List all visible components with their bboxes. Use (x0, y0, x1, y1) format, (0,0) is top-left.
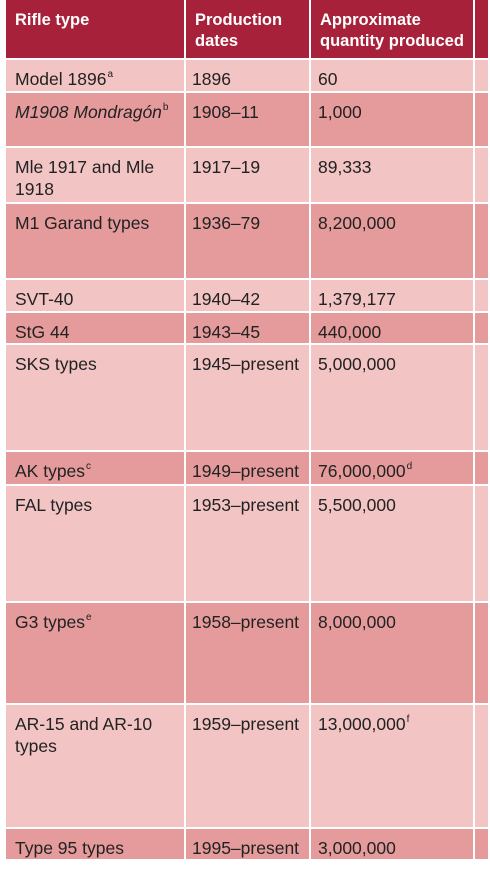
cell-filler (475, 280, 490, 313)
cell-rifle-type: Model 1896a (6, 60, 186, 93)
table-body: Model 1896a 1896 60 M1908 Mondragónb 1908–11… (6, 60, 490, 861)
table-header-row: Rifle type Production dates Approximate … (6, 0, 490, 60)
quantity-text: 8,000,000 (318, 612, 396, 632)
table-row: G3 typese 1958–present 8,000,000 (6, 603, 490, 705)
cell-rifle-type: FAL types (6, 486, 186, 603)
cell-quantity: 60 (311, 60, 475, 93)
header-rifle-type: Rifle type (6, 0, 186, 60)
cell-quantity: 5,000,000 (311, 345, 475, 452)
table-row: AR-15 and AR-10 types 1959–present 13,000,… (6, 705, 490, 829)
cell-production-dates: 1958–present (186, 603, 311, 705)
rifle-type-text: M1 Garand types (15, 213, 150, 233)
rifle-type-text: AR-15 and AR-10 types (15, 714, 153, 756)
quantity-text: 8,200,000 (318, 213, 396, 233)
cell-production-dates: 1995–present (186, 829, 311, 861)
cell-rifle-type: G3 typese (6, 603, 186, 705)
cell-production-dates: 1908–11 (186, 93, 311, 148)
quantity-text: 89,333 (318, 157, 372, 177)
cell-quantity: 8,000,000 (311, 603, 475, 705)
cell-rifle-type: SVT-40 (6, 280, 186, 313)
cell-production-dates: 1953–present (186, 486, 311, 603)
cell-production-dates: 1936–79 (186, 204, 311, 280)
footnote-marker: f (406, 714, 410, 726)
rifle-type-text: G3 types (15, 612, 86, 632)
quantity-text: 60 (318, 69, 338, 89)
cell-production-dates: 1943–45 (186, 313, 311, 345)
footnote-marker: a (107, 69, 114, 81)
cell-quantity: 1,000 (311, 93, 475, 148)
rifle-type-text: SVT-40 (15, 289, 74, 309)
cell-production-dates: 1959–present (186, 705, 311, 829)
table-row: M1 Garand types 1936–79 8,200,000 (6, 204, 490, 280)
cell-rifle-type: Type 95 types (6, 829, 186, 861)
header-filler (475, 0, 490, 60)
rifle-type-text: Model 1896 (15, 69, 107, 89)
cell-rifle-type: StG 44 (6, 313, 186, 345)
table-row: M1908 Mondragónb 1908–11 1,000 (6, 93, 490, 148)
cell-filler (475, 60, 490, 93)
cell-rifle-type: Mle 1917 and Mle 1918 (6, 148, 186, 204)
footnote-marker: c (86, 461, 92, 473)
cell-rifle-type: M1908 Mondragónb (6, 93, 186, 148)
cell-quantity: 13,000,000f (311, 705, 475, 829)
cell-filler (475, 486, 490, 603)
quantity-text: 440,000 (318, 322, 382, 342)
cell-production-dates: 1896 (186, 60, 311, 93)
cell-quantity: 440,000 (311, 313, 475, 345)
rifle-production-table: Rifle type Production dates Approximate … (6, 0, 490, 861)
cell-production-dates: 1940–42 (186, 280, 311, 313)
cell-filler (475, 204, 490, 280)
quantity-text: 13,000,000 (318, 714, 406, 734)
cell-filler (475, 313, 490, 345)
header-production-dates: Production dates (186, 0, 311, 60)
cell-quantity: 5,500,000 (311, 486, 475, 603)
rifle-type-text: Mle 1917 and Mle 1918 (15, 157, 155, 199)
quantity-text: 5,500,000 (318, 495, 396, 515)
cell-filler (475, 829, 490, 861)
cell-rifle-type: M1 Garand types (6, 204, 186, 280)
rifle-type-text: SKS types (15, 354, 97, 374)
rifle-type-text: M1908 Mondragón (15, 102, 162, 122)
rifle-type-text: Type 95 types (15, 838, 124, 858)
quantity-text: 1,000 (318, 102, 362, 122)
table-row: Type 95 types 1995–present 3,000,000 (6, 829, 490, 861)
table-row: Mle 1917 and Mle 1918 1917–19 89,333 (6, 148, 490, 204)
quantity-text: 76,000,000 (318, 461, 406, 481)
header-quantity: Approximate quantity produced (311, 0, 475, 60)
cell-production-dates: 1945–present (186, 345, 311, 452)
table-row: Model 1896a 1896 60 (6, 60, 490, 93)
quantity-text: 5,000,000 (318, 354, 396, 374)
cell-filler (475, 705, 490, 829)
cell-quantity: 8,200,000 (311, 204, 475, 280)
cell-production-dates: 1917–19 (186, 148, 311, 204)
table-row: FAL types 1953–present 5,500,000 (6, 486, 490, 603)
table-row: SKS types 1945–present 5,000,000 (6, 345, 490, 452)
quantity-text: 3,000,000 (318, 838, 396, 858)
rifle-type-text: StG 44 (15, 322, 70, 342)
table-row: AK typesc 1949–present 76,000,000d (6, 452, 490, 486)
table-row: StG 44 1943–45 440,000 (6, 313, 490, 345)
rifle-type-text: AK types (15, 461, 86, 481)
quantity-text: 1,379,177 (318, 289, 396, 309)
cell-filler (475, 93, 490, 148)
cell-quantity: 1,379,177 (311, 280, 475, 313)
cell-rifle-type: AR-15 and AR-10 types (6, 705, 186, 829)
cell-rifle-type: AK typesc (6, 452, 186, 486)
cell-rifle-type: SKS types (6, 345, 186, 452)
footnote-marker: d (406, 461, 413, 473)
cell-filler (475, 603, 490, 705)
cell-filler (475, 345, 490, 452)
cell-quantity: 89,333 (311, 148, 475, 204)
rifle-type-text: FAL types (15, 495, 93, 515)
cell-quantity: 3,000,000 (311, 829, 475, 861)
cell-production-dates: 1949–present (186, 452, 311, 486)
cell-filler (475, 452, 490, 486)
table-row: SVT-40 1940–42 1,379,177 (6, 280, 490, 313)
cell-quantity: 76,000,000d (311, 452, 475, 486)
footnote-marker: e (86, 612, 92, 624)
footnote-marker: b (162, 102, 169, 114)
cell-filler (475, 148, 490, 204)
